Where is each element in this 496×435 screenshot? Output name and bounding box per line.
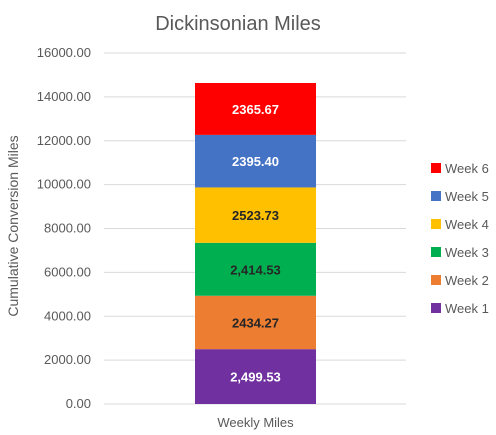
data-label-week-3: 2,414.53 (230, 262, 281, 277)
legend-label: Week 2 (445, 273, 489, 288)
bar-segment-week-4 (195, 187, 316, 243)
legend-item-week-1: Week 1 (431, 301, 489, 316)
y-tick-label: 4000.00 (44, 308, 91, 323)
y-axis-ticks: 0.00 2000.00 4000.00 6000.00 8000.00 10000.00… (37, 45, 91, 411)
legend-label: Week 5 (445, 189, 489, 204)
data-label-week-5: 2395.40 (232, 154, 279, 169)
legend-item-week-6: Week 6 (431, 161, 489, 176)
bar-segment-week-6 (195, 82, 316, 135)
legend-item-week-4: Week 4 (431, 217, 489, 232)
legend-swatch (431, 163, 441, 173)
data-labels: 2,499.53 2434.27 2,414.53 2523.73 2395.40 236… (230, 102, 281, 385)
bar-segment-week-3 (195, 242, 316, 296)
legend-swatch (431, 247, 441, 257)
y-axis-label: Cumulative Conversion Miles (5, 135, 21, 316)
legend-item-week-3: Week 3 (431, 245, 489, 260)
y-tick-label: 12000.00 (37, 133, 91, 148)
legend: Week 6 Week 5 Week 4 Week 3 Week 2 Week 1 (431, 161, 489, 316)
x-category-label: Weekly Miles (217, 415, 294, 430)
y-tick-label: 6000.00 (44, 264, 91, 279)
bar-segment-week-1 (195, 349, 316, 404)
y-tick-label: 14000.00 (37, 89, 91, 104)
bar-segment-week-2 (195, 295, 316, 350)
data-label-week-1: 2,499.53 (230, 370, 281, 385)
data-label-week-2: 2434.27 (232, 315, 279, 330)
legend-label: Week 6 (445, 161, 489, 176)
legend-label: Week 1 (445, 301, 489, 316)
chart-title: Dickinsonian Miles (155, 13, 321, 35)
legend-label: Week 3 (445, 245, 489, 260)
bars (195, 82, 316, 404)
data-label-week-4: 2523.73 (232, 208, 279, 223)
legend-swatch (431, 219, 441, 229)
legend-swatch (431, 303, 441, 313)
y-tick-label: 10000.00 (37, 177, 91, 192)
legend-swatch (431, 191, 441, 201)
y-tick-label: 2000.00 (44, 352, 91, 367)
legend-label: Week 4 (445, 217, 489, 232)
legend-swatch (431, 275, 441, 285)
legend-item-week-5: Week 5 (431, 189, 489, 204)
y-tick-label: 8000.00 (44, 221, 91, 236)
y-tick-label: 0.00 (66, 396, 91, 411)
bar-segment-week-5 (195, 134, 316, 188)
legend-item-week-2: Week 2 (431, 273, 489, 288)
x-axis-categories: Weekly Miles (217, 415, 294, 430)
data-label-week-6: 2365.67 (232, 102, 279, 117)
y-tick-label: 16000.00 (37, 45, 91, 60)
